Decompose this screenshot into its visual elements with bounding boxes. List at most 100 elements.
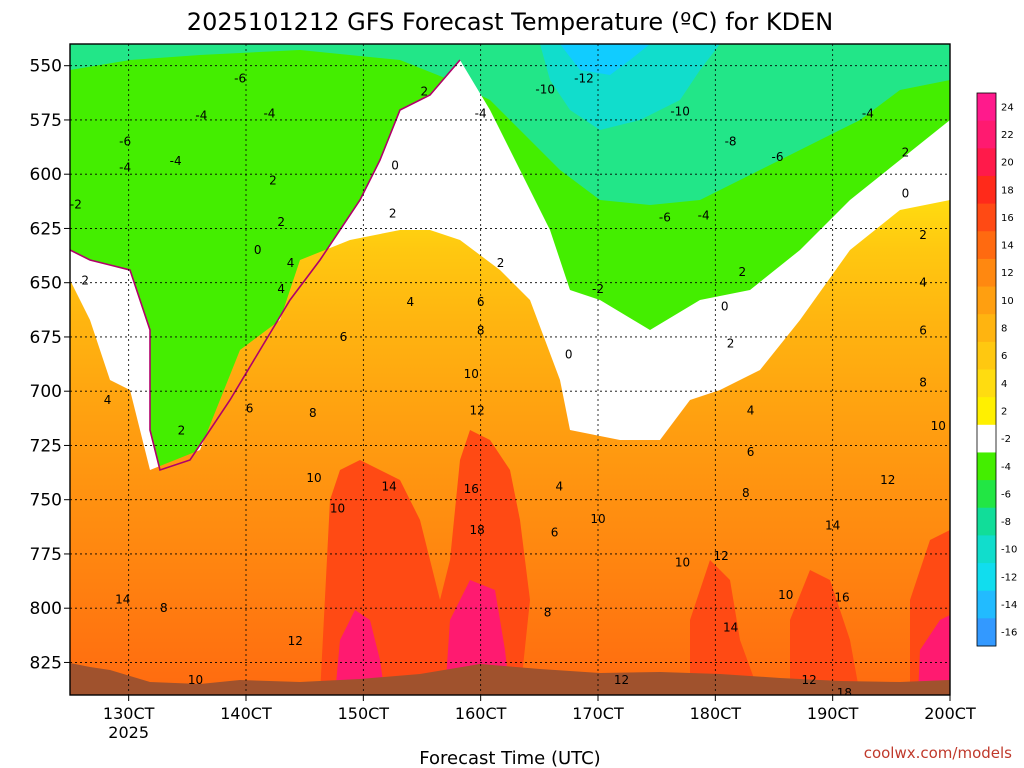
x-tick-label: 190CT: [807, 704, 859, 723]
colorbar-swatch: [977, 148, 996, 177]
band-coldest-blue: [560, 44, 650, 75]
x-tick-label: 150CT: [338, 704, 390, 723]
contour-label: 6: [919, 323, 927, 337]
vertical-gridlines: [128, 44, 950, 695]
y-tick-label: 575: [30, 111, 62, 131]
contour-label: -2: [70, 198, 82, 212]
contour-label: 10: [464, 367, 479, 381]
colorbar-swatch: [977, 535, 996, 564]
contour-label: 6: [340, 330, 348, 344]
contour-label: -2: [592, 282, 604, 296]
contour-label: 16: [464, 482, 479, 496]
contour-label: 14: [382, 480, 397, 494]
colorbar-swatch: [977, 369, 996, 398]
colorbar-label: 12: [1001, 268, 1014, 279]
colorbar-swatch: [977, 341, 996, 370]
contour-label: 8: [544, 606, 552, 620]
contour-label: 4: [747, 404, 755, 418]
y-tick-label: 700: [30, 382, 62, 402]
contour-label: 12: [614, 673, 629, 687]
band-cold-cyan: [70, 44, 950, 205]
colorbar-label: -10: [1001, 545, 1017, 556]
contour-label: 8: [477, 323, 485, 337]
contour-label: 6: [747, 445, 755, 459]
colorbar-swatch: [977, 258, 996, 288]
contour-label: 2: [919, 228, 927, 242]
contour-label: 2: [727, 336, 735, 350]
plot-frame: [69, 43, 951, 696]
colorbar-label: 8: [1001, 324, 1007, 335]
credit-text: coolwx.com/models: [864, 744, 1012, 762]
colorbar-label: -2: [1001, 434, 1011, 445]
colorbar-swatch: [977, 590, 996, 619]
chart-title: 2025101212 GFS Forecast Temperature (ºC)…: [187, 8, 833, 36]
colorbar-swatch: [977, 424, 996, 453]
contour-label: 10: [590, 512, 605, 526]
colorbar-swatch: [977, 120, 996, 149]
contour-label: 4: [277, 282, 285, 296]
horizontal-gridlines: [70, 65, 950, 663]
contour-label: 2: [497, 256, 505, 270]
y-tick-label: 625: [30, 219, 62, 239]
y-tick-label: 775: [30, 545, 62, 565]
contour-label: 10: [188, 673, 203, 687]
contour-label: 4: [104, 393, 112, 407]
contour-label: 10: [778, 588, 793, 602]
terrain: [70, 663, 950, 695]
colorbar-label: -16: [1001, 628, 1017, 639]
contour-label: 4: [555, 480, 563, 494]
colorbar-label: -14: [1001, 600, 1017, 611]
y-tick-label: 550: [30, 57, 62, 77]
colorbar-swatch: [977, 397, 996, 426]
contour-label: 8: [919, 376, 927, 390]
contour-label: 12: [802, 673, 817, 687]
colorbar-swatch: [977, 618, 996, 647]
colorbar-swatch: [977, 175, 996, 205]
contour-label: 12: [288, 634, 303, 648]
colorbar-label: 16: [1001, 213, 1014, 224]
contour-label: 0: [902, 187, 910, 201]
colorbar: 24 22 20 18 16 14 12 10 8 6 4 2 -2 -4 -6 -8 -10 -12 -14 -16: [976, 92, 1017, 647]
freezing-line: [70, 59, 461, 472]
contour-label: 12: [470, 404, 485, 418]
contour-label: -4: [263, 106, 275, 120]
colorbar-label: -6: [1001, 489, 1011, 500]
contour-label: 16: [834, 590, 849, 604]
contour-label: 0: [391, 159, 399, 173]
contour-label: -6: [119, 135, 131, 149]
contour-label: 2: [421, 85, 429, 99]
y-axis-ticks: 550 575 600 625 650 675 700 725 750 775 800 825: [30, 57, 70, 673]
colorbar-label: 10: [1001, 296, 1014, 307]
contour-label: 14: [825, 519, 840, 533]
colorbar-label: -12: [1001, 572, 1017, 583]
contour-label: -6: [659, 211, 671, 225]
x-axis-label: Forecast Time (UTC): [419, 748, 600, 768]
x-tick-sublabel: 2025: [108, 723, 149, 742]
colorbar-label: 24: [1001, 102, 1014, 113]
contour-label: 12: [880, 473, 895, 487]
contour-label: 6: [477, 295, 485, 309]
y-tick-label: 725: [30, 436, 62, 456]
colorbar-label: 22: [1001, 130, 1014, 141]
colorbar-swatch: [977, 480, 996, 509]
contour-label: 2: [81, 274, 89, 288]
colorbar-label: 6: [1001, 351, 1007, 362]
contour-label: 0: [254, 243, 262, 257]
y-tick-label: 750: [30, 491, 62, 511]
contour-label: 2: [389, 206, 397, 220]
y-tick-label: 800: [30, 599, 62, 619]
y-tick-label: 600: [30, 165, 62, 185]
contour-label: -8: [725, 135, 737, 149]
contour-label: -4: [475, 106, 487, 120]
contour-label: 4: [406, 295, 414, 309]
contour-label: 10: [675, 556, 690, 570]
contour-label: 14: [723, 621, 738, 635]
colorbar-label: 2: [1001, 406, 1007, 417]
contour-label: 10: [330, 501, 345, 515]
contour-label: 14: [115, 593, 130, 607]
contour-label: 10: [306, 471, 321, 485]
x-tick-label: 180CT: [690, 704, 742, 723]
contour-label: -4: [119, 161, 131, 175]
